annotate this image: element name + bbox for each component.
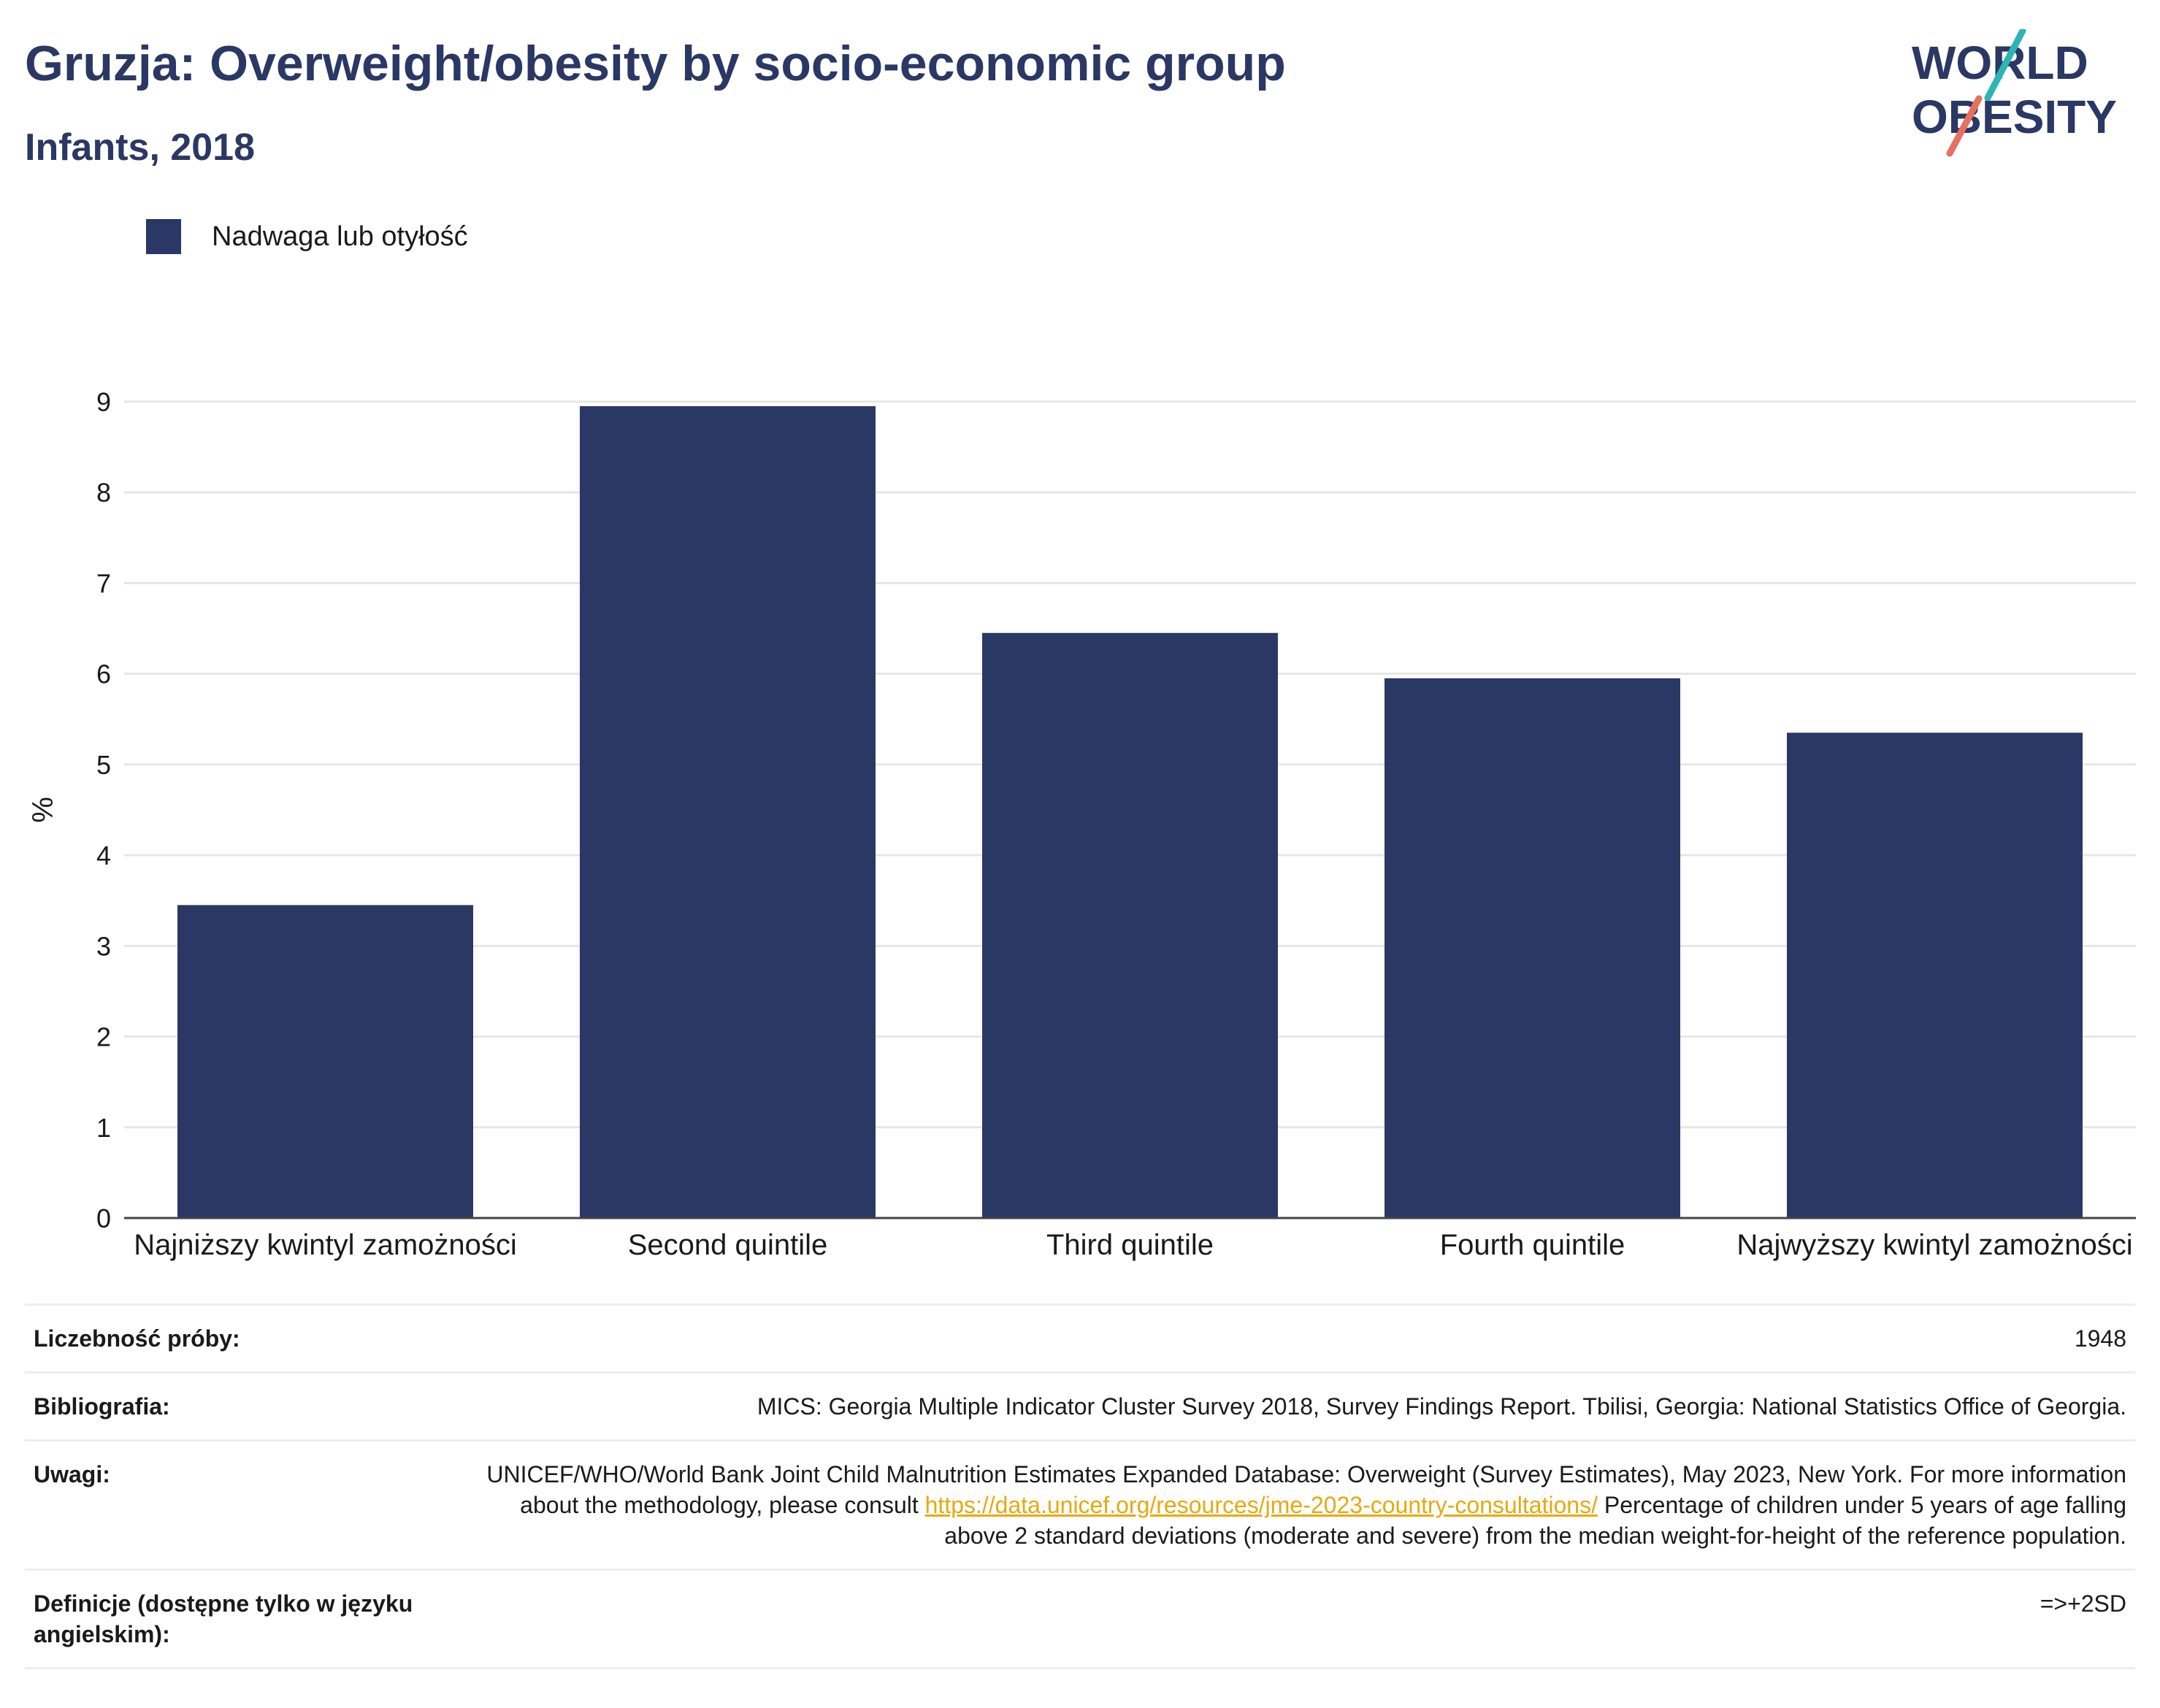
meta-row-sample: Liczebność próby: 1948	[25, 1306, 2135, 1374]
notes-label: Uwagi:	[34, 1461, 110, 1487]
definitions-value: =>+2SD	[2040, 1590, 2126, 1617]
x-tick-label: Fourth quintile	[1440, 1229, 1625, 1261]
sample-size-value: 1948	[2074, 1325, 2126, 1352]
logo-slash-coral	[1946, 95, 1983, 157]
y-axis-title: %	[27, 797, 59, 823]
bar	[177, 905, 473, 1218]
y-tick-label: 1	[96, 1113, 111, 1143]
bar-chart: 0 1 2 3 4 5 6 7 8 9% Najniższy kwintyl zamożności S…	[27, 387, 2136, 1261]
bar	[580, 406, 876, 1218]
y-tick-label: 2	[96, 1022, 111, 1052]
x-tick-label: Najwyższy kwintyl zamożności	[1736, 1229, 2132, 1261]
legend-swatch	[146, 219, 181, 254]
meta-row-definitions: Definicje (dostępne tylko w języku angie…	[25, 1571, 2135, 1669]
bar	[1385, 678, 1680, 1218]
x-tick-label: Najniższy kwintyl zamożności	[134, 1229, 517, 1261]
methodology-link[interactable]: https://data.unicef.org/resources/jme-20…	[924, 1492, 1598, 1518]
notes-text-1: UNICEF/WHO/World Bank Joint Child Malnut…	[486, 1461, 2126, 1518]
world-obesity-logo: WORLD OBESITY	[1912, 29, 2117, 157]
notes-value: UNICEF/WHO/World Bank Joint Child Malnut…	[486, 1459, 2126, 1551]
x-tick-label: Third quintile	[1046, 1229, 1214, 1261]
y-tick-label: 4	[96, 840, 111, 870]
y-tick-label: 3	[96, 931, 111, 961]
bar	[1787, 732, 2083, 1218]
logo-text-obesity: OBESITY	[1912, 91, 2117, 143]
y-tick-label: 5	[96, 750, 111, 780]
y-tick-label: 9	[96, 387, 111, 417]
definitions-label: Definicje (dostępne tylko w języku angie…	[34, 1590, 413, 1647]
y-tick-label: 0	[96, 1203, 111, 1233]
y-tick-label: 6	[96, 659, 111, 689]
bibliography-value: MICS: Georgia Multiple Indicator Cluster…	[757, 1393, 2126, 1420]
legend[interactable]: Nadwaga lub otyłość	[146, 216, 468, 257]
meta-row-bibliography: Bibliografia: MICS: Georgia Multiple Ind…	[25, 1374, 2135, 1441]
metadata-table: Liczebność próby: 1948 Bibliografia: MIC…	[25, 1303, 2135, 1669]
x-tick-label: Second quintile	[628, 1229, 828, 1261]
y-tick-label: 8	[96, 478, 111, 508]
meta-row-notes: Uwagi: UNICEF/WHO/World Bank Joint Child…	[25, 1441, 2135, 1571]
notes-text-2: Percentage of children under 5 years of …	[944, 1492, 2126, 1549]
logo-slash-teal	[1984, 29, 2026, 102]
chart-title: Gruzja: Overweight/obesity by socio-econ…	[25, 36, 1286, 91]
chart-subtitle: Infants, 2018	[25, 126, 256, 169]
bar	[982, 632, 1278, 1218]
bibliography-label: Bibliografia:	[34, 1393, 170, 1420]
sample-size-label: Liczebność próby:	[34, 1325, 240, 1352]
y-tick-label: 7	[96, 568, 111, 598]
legend-label: Nadwaga lub otyłość	[212, 221, 468, 252]
